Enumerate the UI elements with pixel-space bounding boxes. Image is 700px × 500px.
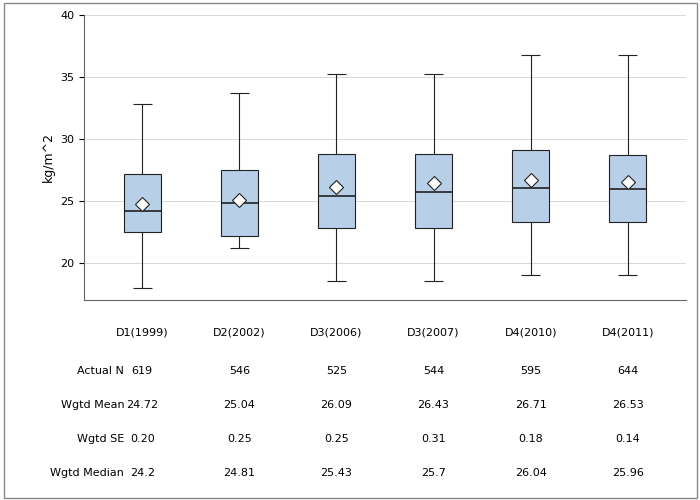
Text: 0.20: 0.20: [130, 434, 155, 444]
Bar: [609, 155, 646, 222]
Text: 0.18: 0.18: [518, 434, 543, 444]
Text: 0.14: 0.14: [615, 434, 640, 444]
Text: 25.96: 25.96: [612, 468, 644, 478]
Bar: [221, 170, 258, 235]
Text: 0.25: 0.25: [227, 434, 252, 444]
Text: 24.72: 24.72: [126, 400, 158, 410]
Bar: [512, 150, 549, 222]
Text: 24.2: 24.2: [130, 468, 155, 478]
Bar: [318, 154, 355, 228]
Text: 25.43: 25.43: [321, 468, 352, 478]
Bar: [415, 154, 452, 228]
Text: 26.09: 26.09: [321, 400, 352, 410]
Text: 544: 544: [423, 366, 445, 376]
Y-axis label: kg/m^2: kg/m^2: [41, 132, 55, 182]
Text: D3(2006): D3(2006): [310, 328, 363, 338]
Text: Actual N: Actual N: [77, 366, 124, 376]
Text: 26.43: 26.43: [418, 400, 449, 410]
Text: D2(2002): D2(2002): [213, 328, 266, 338]
Text: 644: 644: [617, 366, 638, 376]
Text: 26.71: 26.71: [514, 400, 547, 410]
Text: 25.04: 25.04: [223, 400, 256, 410]
Text: 26.53: 26.53: [612, 400, 643, 410]
Text: 25.7: 25.7: [421, 468, 446, 478]
Bar: [124, 174, 161, 232]
Text: Wgtd SE: Wgtd SE: [77, 434, 124, 444]
Text: 0.25: 0.25: [324, 434, 349, 444]
Text: D3(2007): D3(2007): [407, 328, 460, 338]
Text: Wgtd Mean: Wgtd Mean: [61, 400, 124, 410]
Text: 26.04: 26.04: [514, 468, 547, 478]
Text: 595: 595: [520, 366, 541, 376]
Text: D4(2011): D4(2011): [601, 328, 654, 338]
Text: 24.81: 24.81: [223, 468, 256, 478]
Text: 619: 619: [132, 366, 153, 376]
Text: Wgtd Median: Wgtd Median: [50, 468, 124, 478]
Text: 525: 525: [326, 366, 347, 376]
Text: D4(2010): D4(2010): [505, 328, 557, 338]
Text: 546: 546: [229, 366, 250, 376]
Text: D1(1999): D1(1999): [116, 328, 169, 338]
Text: 0.31: 0.31: [421, 434, 446, 444]
